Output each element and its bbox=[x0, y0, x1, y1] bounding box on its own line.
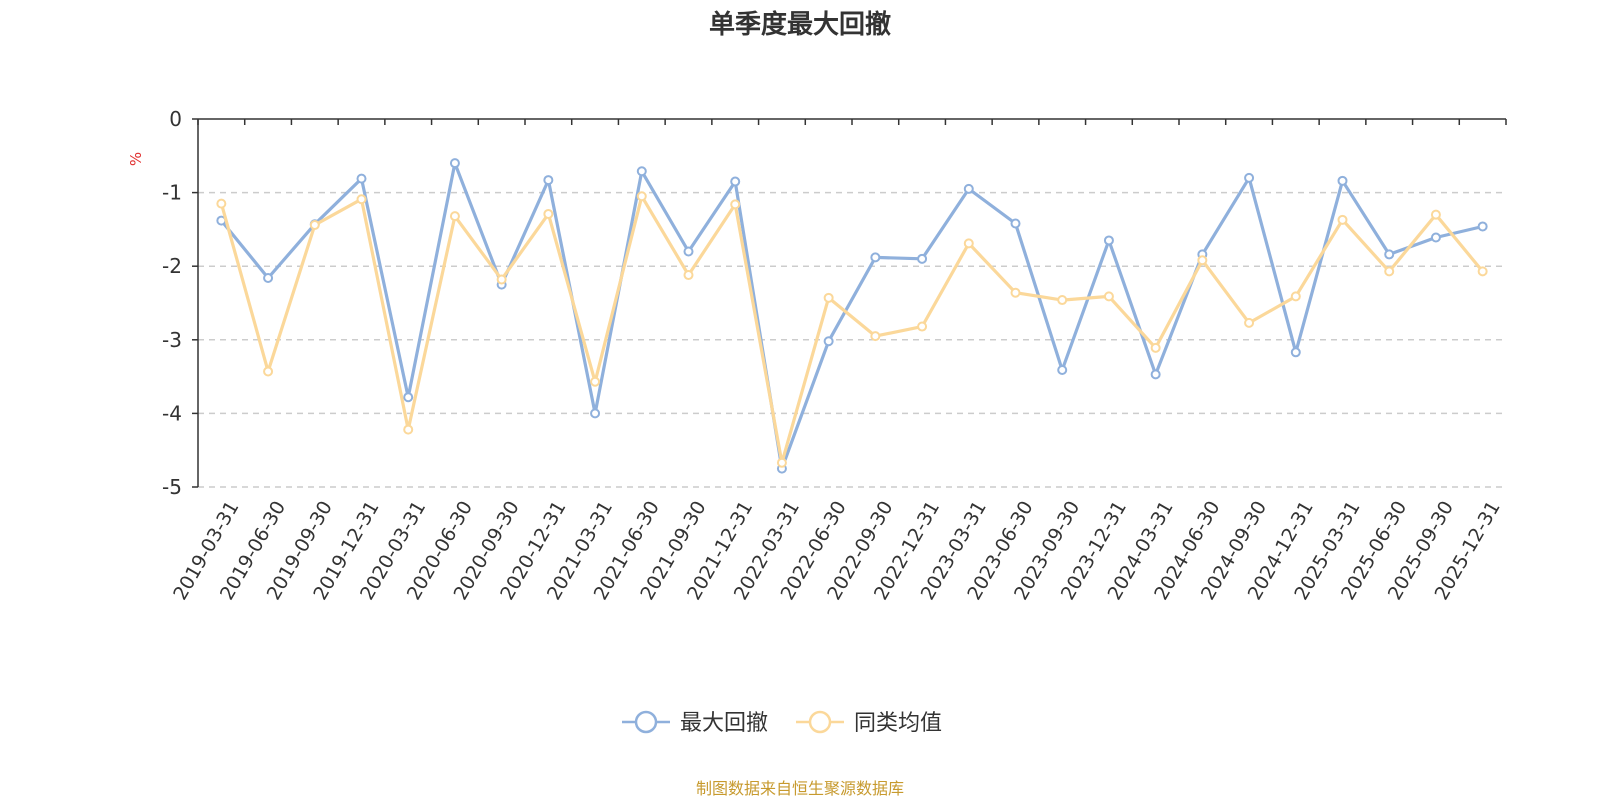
data-point[interactable] bbox=[917, 321, 928, 332]
series-layer bbox=[216, 158, 1488, 474]
series-line bbox=[220, 161, 1483, 471]
data-point[interactable] bbox=[1150, 369, 1161, 380]
data-point[interactable] bbox=[823, 336, 834, 347]
data-point[interactable] bbox=[1430, 232, 1441, 243]
data-point[interactable] bbox=[963, 183, 974, 194]
data-point[interactable] bbox=[590, 408, 601, 419]
y-tick-label: -3 bbox=[162, 328, 182, 352]
legend-item-1[interactable]: 最大回撤 bbox=[622, 710, 768, 736]
source-note: 制图数据来自恒生聚源数据库 bbox=[696, 779, 904, 798]
y-tick-label: -5 bbox=[162, 475, 182, 499]
data-point[interactable] bbox=[543, 208, 554, 219]
data-point[interactable] bbox=[1337, 175, 1348, 186]
data-point[interactable] bbox=[1290, 347, 1301, 358]
legend-label: 最大回撤 bbox=[680, 711, 768, 736]
grid-lines bbox=[198, 191, 1506, 488]
data-point[interactable] bbox=[403, 392, 414, 403]
data-point[interactable] bbox=[356, 194, 367, 205]
y-tick-label: 0 bbox=[169, 107, 182, 131]
data-point[interactable] bbox=[590, 376, 601, 387]
data-point[interactable] bbox=[1150, 342, 1161, 353]
data-point[interactable] bbox=[963, 238, 974, 249]
y-tick-label: -1 bbox=[162, 181, 182, 205]
data-point[interactable] bbox=[683, 270, 694, 281]
data-point[interactable] bbox=[1430, 209, 1441, 220]
data-point[interactable] bbox=[730, 176, 741, 187]
data-point[interactable] bbox=[1477, 266, 1488, 277]
data-point[interactable] bbox=[449, 211, 460, 222]
data-point[interactable] bbox=[1244, 172, 1255, 183]
data-point[interactable] bbox=[1057, 364, 1068, 375]
data-point[interactable] bbox=[356, 173, 367, 184]
data-point[interactable] bbox=[1477, 221, 1488, 232]
data-point[interactable] bbox=[403, 424, 414, 435]
data-point[interactable] bbox=[263, 272, 274, 283]
data-point[interactable] bbox=[730, 199, 741, 210]
y-axis-unit: % bbox=[127, 152, 145, 166]
data-point[interactable] bbox=[543, 175, 554, 186]
data-point[interactable] bbox=[1103, 235, 1114, 246]
y-tick-label: -2 bbox=[162, 254, 182, 278]
data-point[interactable] bbox=[1337, 214, 1348, 225]
data-point[interactable] bbox=[449, 158, 460, 169]
legend[interactable]: 最大回撤 同类均值 bbox=[622, 710, 942, 736]
data-point[interactable] bbox=[1384, 266, 1395, 277]
data-point[interactable] bbox=[823, 292, 834, 303]
data-point[interactable] bbox=[309, 219, 320, 230]
data-point[interactable] bbox=[1197, 255, 1208, 266]
data-point[interactable] bbox=[1057, 295, 1068, 306]
data-point[interactable] bbox=[263, 366, 274, 377]
data-point[interactable] bbox=[1103, 291, 1114, 302]
data-point[interactable] bbox=[683, 246, 694, 257]
data-point[interactable] bbox=[870, 252, 881, 263]
data-point[interactable] bbox=[917, 253, 928, 264]
data-point[interactable] bbox=[216, 198, 227, 209]
series-2 bbox=[216, 191, 1488, 468]
data-point[interactable] bbox=[636, 191, 647, 202]
data-point[interactable] bbox=[870, 331, 881, 342]
data-point[interactable] bbox=[496, 274, 507, 285]
chart-title: 单季度最大回撤 bbox=[709, 9, 891, 40]
data-point[interactable] bbox=[636, 166, 647, 177]
data-point[interactable] bbox=[776, 457, 787, 468]
y-tick-label: -4 bbox=[162, 401, 182, 425]
legend-label: 同类均值 bbox=[854, 711, 942, 736]
legend-marker bbox=[808, 710, 832, 734]
legend-item-2[interactable]: 同类均值 bbox=[796, 710, 942, 736]
series-line bbox=[219, 194, 1484, 465]
legend-marker bbox=[634, 710, 658, 734]
data-point[interactable] bbox=[1010, 218, 1021, 229]
data-point[interactable] bbox=[1010, 287, 1021, 298]
data-point[interactable] bbox=[1290, 291, 1301, 302]
data-point[interactable] bbox=[1244, 317, 1255, 328]
data-point[interactable] bbox=[1384, 249, 1395, 260]
